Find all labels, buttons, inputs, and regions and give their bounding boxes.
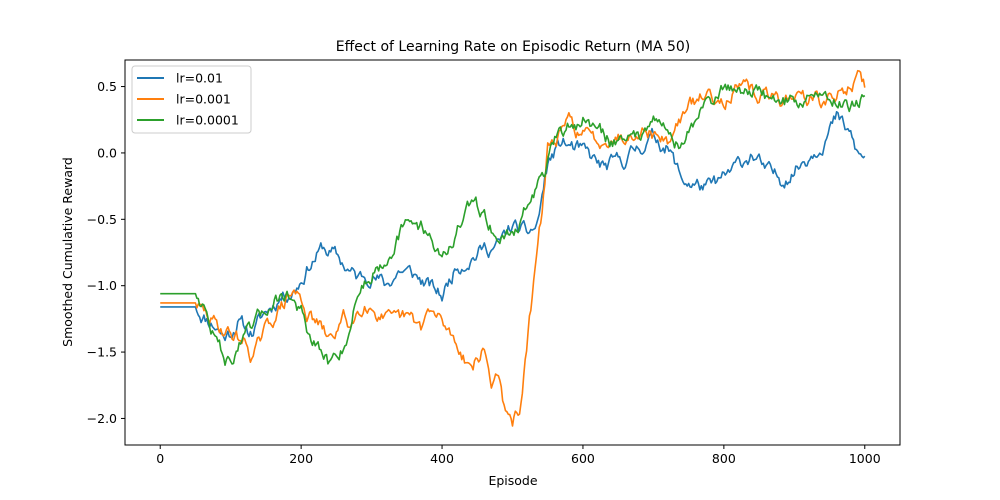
x-tick-label: 800 xyxy=(712,451,736,466)
y-tick-label: 0.0 xyxy=(97,145,117,160)
y-axis-ticks: −2.0 −1.5 −1.0 −0.5 0.0 0.5 xyxy=(87,79,125,426)
y-tick-label: 0.5 xyxy=(97,79,117,94)
legend: lr=0.01 lr=0.001 lr=0.0001 xyxy=(131,65,252,134)
plot-area xyxy=(124,59,901,446)
x-tick-label: 1000 xyxy=(849,451,881,466)
series-line-3 xyxy=(160,83,866,366)
plot-frame xyxy=(124,59,901,446)
chart-title: Effect of Learning Rate on Episodic Retu… xyxy=(336,39,691,55)
y-axis-label: Smoothed Cumulative Reward xyxy=(60,157,75,347)
x-tick-label: 600 xyxy=(571,451,595,466)
legend-entry: lr=0.001 xyxy=(176,92,231,107)
x-tick-label: 200 xyxy=(289,451,313,466)
y-tick-label: −1.0 xyxy=(87,278,117,293)
y-tick-label: −1.5 xyxy=(87,345,117,360)
series-line-2 xyxy=(160,69,866,427)
legend-box xyxy=(131,65,252,134)
y-tick-label: −0.5 xyxy=(87,212,117,227)
x-tick-label: 0 xyxy=(156,451,164,466)
x-axis-label: Episode xyxy=(488,473,537,488)
legend-entry: lr=0.0001 xyxy=(176,113,239,128)
y-tick-label: −2.0 xyxy=(87,411,117,426)
x-axis-ticks: 0 200 400 600 800 1000 xyxy=(156,445,881,466)
x-tick-label: 400 xyxy=(430,451,454,466)
series-lines xyxy=(160,69,866,427)
series-line-1 xyxy=(160,110,866,342)
legend-entry: lr=0.01 xyxy=(176,71,223,86)
